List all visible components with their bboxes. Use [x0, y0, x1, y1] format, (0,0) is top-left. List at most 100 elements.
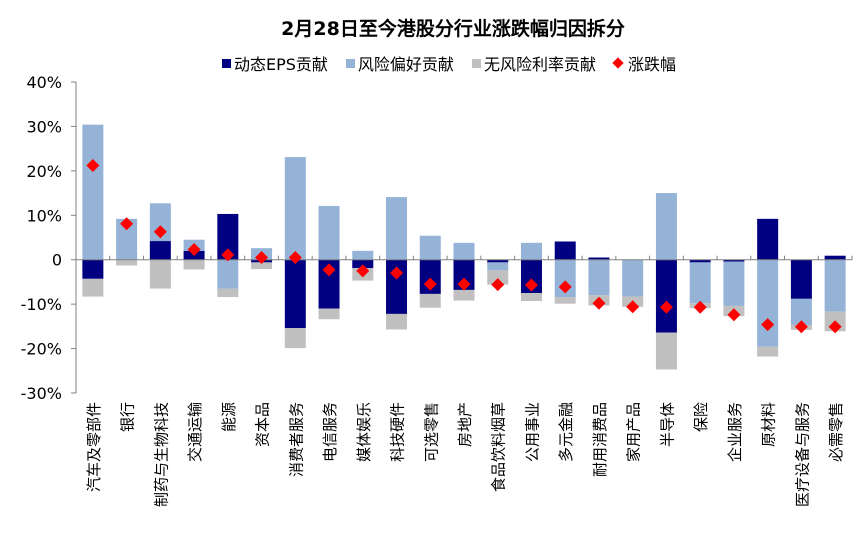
category-label: 资本品: [254, 402, 272, 447]
change-marker: [558, 280, 572, 294]
bar-risk-appetite: [318, 205, 340, 260]
bar-risk-appetite: [622, 259, 644, 297]
change-marker: [255, 250, 269, 264]
category-label: 耐用消费品: [591, 402, 609, 477]
bar-risk-appetite: [689, 262, 711, 304]
change-marker: [390, 266, 404, 280]
change-marker: [761, 318, 775, 332]
change-marker: [221, 248, 235, 262]
change-marker: [626, 300, 640, 314]
category-label: 企业服务: [726, 402, 744, 462]
y-tick-label: -10%: [21, 295, 62, 314]
category-label: 原材料: [760, 402, 778, 447]
category-label: 医疗设备与服务: [793, 402, 811, 507]
category-label: 必需零售: [827, 402, 845, 462]
bar-risk-appetite: [116, 218, 138, 260]
bar-risk-free: [453, 289, 475, 301]
change-marker: [592, 296, 606, 310]
change-marker: [86, 159, 100, 173]
category-label: 房地产: [456, 402, 474, 447]
category-label: 家用产品: [625, 402, 643, 462]
bar-risk-appetite: [588, 259, 610, 296]
legend: 动态EPS贡献 风险偏好贡献 无风险利率贡献 涨跌幅: [222, 51, 676, 75]
bar-risk-appetite: [723, 261, 745, 306]
bar-risk-free: [419, 293, 441, 308]
y-tick-label: 30%: [26, 117, 62, 136]
change-marker: [322, 263, 336, 277]
change-marker: [524, 278, 538, 292]
bar-risk-appetite: [284, 157, 306, 260]
y-tick-label: 20%: [26, 162, 62, 181]
chart-title: 2月28日至今港股分行业涨跌幅归因拆分: [281, 18, 625, 40]
bar-risk-appetite: [655, 193, 677, 260]
legend-label: 涨跌幅: [627, 55, 676, 74]
category-label: 食品饮料烟草: [490, 402, 508, 492]
bar-risk-free: [386, 313, 408, 330]
legend-label: 动态EPS贡献: [234, 55, 328, 74]
legend-item-risk-free: 无风险利率贡献: [471, 51, 596, 75]
change-marker: [356, 264, 370, 278]
bar-risk-free: [82, 278, 104, 297]
change-marker: [187, 242, 201, 256]
bar-risk-appetite: [82, 124, 104, 260]
category-label: 保险: [692, 402, 710, 432]
category-label: 汽车及零部件: [85, 402, 103, 492]
category-label: 公用事业: [523, 402, 541, 462]
bar-eps: [554, 241, 576, 260]
bar-risk-appetite: [487, 262, 509, 271]
bar-risk-free: [487, 270, 509, 285]
bar-eps: [689, 259, 711, 263]
bar-eps: [487, 259, 509, 263]
change-marker: [120, 217, 134, 231]
bar-risk-free: [655, 332, 677, 370]
category-label: 银行: [119, 402, 137, 432]
bar-risk-appetite: [217, 259, 239, 289]
change-marker: [693, 300, 707, 314]
category-label: 能源: [220, 402, 238, 432]
change-marker: [828, 320, 842, 334]
bar-risk-free: [217, 288, 239, 298]
legend-swatch-eps: [222, 58, 231, 68]
category-label: 制药与生物科技: [152, 402, 170, 507]
change-marker: [491, 278, 505, 292]
bar-risk-appetite: [386, 197, 408, 260]
bar-eps: [655, 259, 677, 333]
bar-eps: [453, 259, 475, 290]
bar-eps: [318, 259, 340, 309]
bar-eps: [352, 259, 374, 269]
bar-eps: [588, 257, 610, 260]
bar-risk-free: [757, 346, 779, 357]
y-tick-label: -30%: [21, 384, 62, 403]
bar-risk-appetite: [790, 298, 812, 326]
legend-label: 风险偏好贡献: [357, 55, 454, 74]
bar-eps: [790, 259, 812, 299]
bar-risk-free: [284, 328, 306, 349]
y-tick-label: -20%: [21, 340, 62, 359]
y-tick-label: 40%: [26, 73, 62, 92]
category-label: 消费者服务: [287, 402, 305, 477]
category-label: 媒体娱乐: [355, 402, 373, 462]
change-marker: [423, 277, 437, 291]
bar-risk-appetite: [824, 259, 846, 312]
bar-risk-appetite: [520, 242, 542, 260]
bar-eps: [82, 259, 104, 279]
bar-risk-free: [149, 259, 171, 289]
bar-risk-appetite: [419, 235, 441, 260]
bar-risk-free: [116, 259, 138, 266]
y-tick-label: 0: [52, 251, 62, 270]
bar-eps: [824, 255, 846, 260]
category-label: 半导体: [658, 402, 676, 447]
legend-swatch-risk-free: [471, 58, 481, 68]
bar-eps: [217, 213, 239, 260]
legend-swatch-risk-appetite: [345, 58, 355, 68]
change-marker: [727, 308, 741, 322]
legend-item-change: 涨跌幅: [612, 51, 676, 75]
bar-eps: [284, 259, 306, 329]
change-marker: [659, 300, 673, 314]
y-tick-label: 10%: [26, 206, 62, 225]
bar-risk-free: [251, 262, 273, 270]
change-marker: [153, 225, 167, 239]
bar-risk-appetite: [757, 259, 779, 347]
bar-risk-free: [554, 297, 576, 304]
